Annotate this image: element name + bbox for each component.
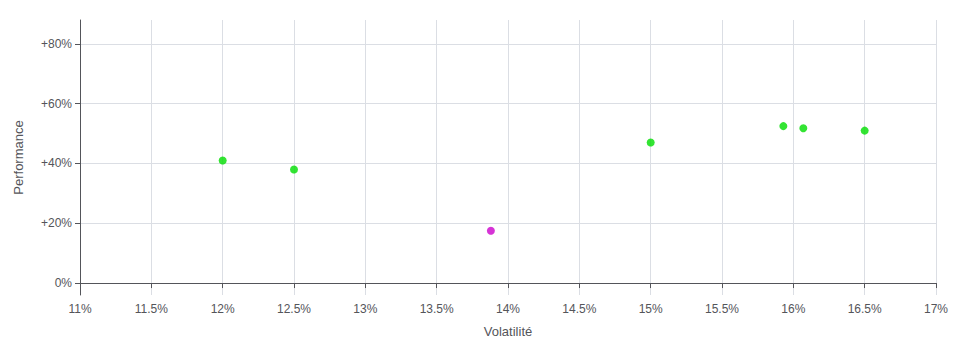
svg-text:14%: 14% [496, 302, 520, 316]
svg-text:11%: 11% [68, 302, 91, 316]
svg-text:Performance: Performance [11, 120, 26, 194]
svg-text:13.5%: 13.5% [420, 302, 454, 316]
svg-text:15.5%: 15.5% [705, 302, 739, 316]
svg-text:16.5%: 16.5% [848, 302, 882, 316]
svg-text:+40%: +40% [41, 156, 72, 170]
svg-text:+20%: +20% [41, 216, 72, 230]
svg-text:16%: 16% [781, 302, 805, 316]
svg-text:17%: 17% [924, 302, 948, 316]
svg-text:13%: 13% [353, 302, 377, 316]
svg-text:12%: 12% [211, 302, 235, 316]
svg-text:0%: 0% [55, 276, 73, 290]
svg-text:12.5%: 12.5% [277, 302, 311, 316]
svg-text:+80%: +80% [41, 37, 72, 51]
svg-text:14.5%: 14.5% [562, 302, 596, 316]
svg-text:11.5%: 11.5% [135, 302, 168, 316]
svg-text:+60%: +60% [41, 97, 72, 111]
svg-text:15%: 15% [639, 302, 663, 316]
svg-text:Volatilité: Volatilité [484, 324, 532, 339]
